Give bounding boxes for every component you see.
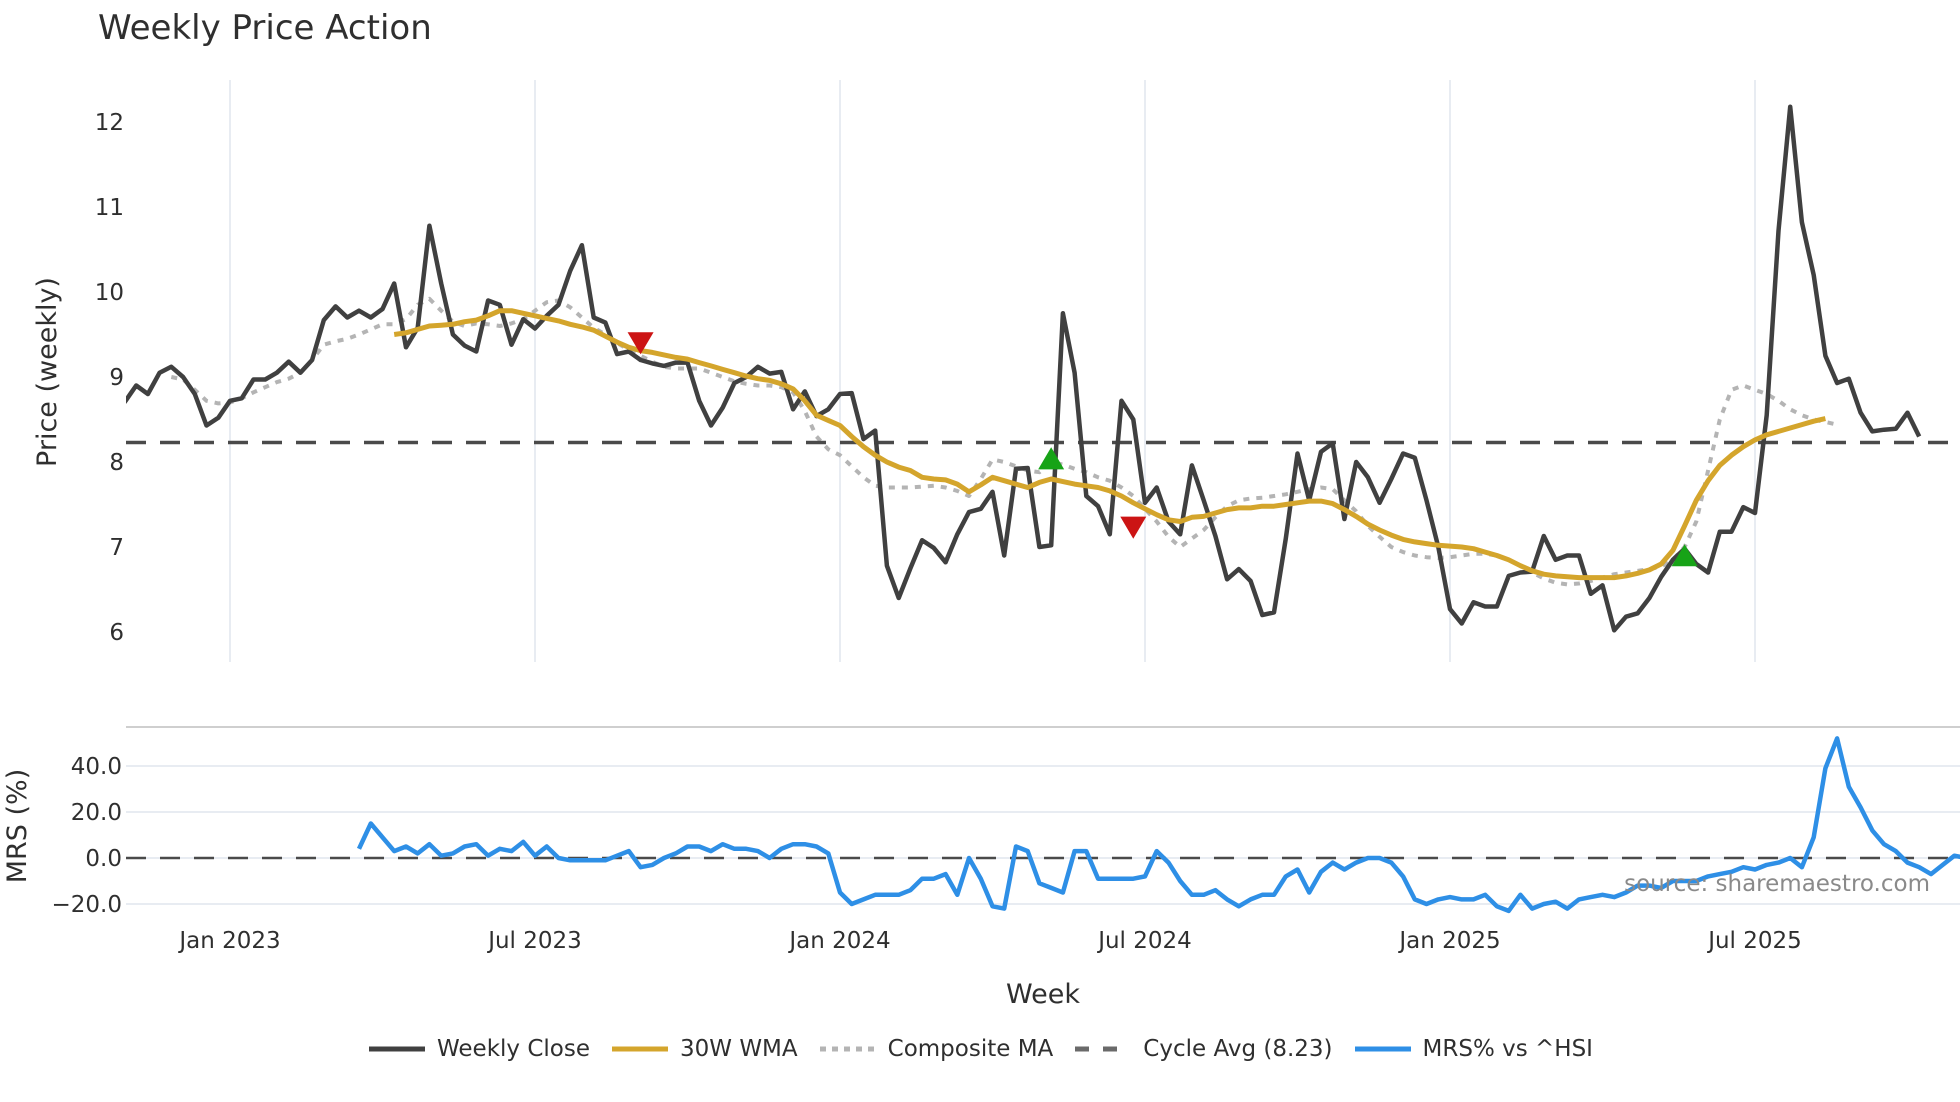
x-axis-ticks: Jan 2023 Jul 2023 Jan 2024 Jul 2024 Jan 2025… <box>177 928 1801 954</box>
cycle-avg-swatch-icon <box>1075 1046 1132 1052</box>
mrs-y-axis-ticks: −20.0 0.0 20.0 40.0 <box>52 754 122 918</box>
x-tick-label: Jan 2025 <box>1397 928 1500 954</box>
x-tick-label: Jan 2023 <box>177 928 280 954</box>
legend-item-cycle-avg[interactable]: Cycle Avg (8.23) <box>1073 1036 1333 1062</box>
composite-ma-swatch-icon <box>819 1046 876 1052</box>
mrs-y-tick-label: 0.0 <box>85 846 122 872</box>
x-tick-label: Jul 2025 <box>1706 928 1802 954</box>
price-y-tick-label: 6 <box>109 620 124 646</box>
weekly-close-line <box>126 104 1922 633</box>
price-y-tick-label: 10 <box>95 280 124 306</box>
buy-signal-triangle-up-icon <box>1038 447 1065 470</box>
wma-line <box>393 308 1826 581</box>
legend-label: 30W WMA <box>680 1036 798 1062</box>
mrs-y-tick-label: 40.0 <box>71 754 122 780</box>
mrs-gridlines <box>126 765 1960 905</box>
sell-signal-triangle-down-icon <box>1120 516 1147 539</box>
chart-canvas: 6 7 8 9 10 11 12 −20.0 0.0 20.0 40.0 Jan 2023 Jul … <box>2 80 1960 1010</box>
x-tick-label: Jan 2024 <box>787 928 890 954</box>
price-y-tick-label: 7 <box>109 535 124 561</box>
series-layer <box>126 104 1960 914</box>
wma-swatch-icon <box>612 1046 668 1052</box>
weekly-close-swatch-icon <box>369 1046 426 1052</box>
legend-item-composite-ma[interactable]: Composite MA <box>818 1036 1054 1062</box>
mrs-y-tick-label: −20.0 <box>52 892 122 918</box>
mrs-y-axis-title: MRS (%) <box>2 769 33 884</box>
price-y-tick-label: 11 <box>95 195 124 221</box>
price-y-tick-label: 9 <box>109 365 124 391</box>
legend-label: Weekly Close <box>437 1036 590 1062</box>
price-y-tick-label: 8 <box>109 450 124 476</box>
x-axis-title: Week <box>1006 979 1080 1010</box>
x-tick-label: Jul 2024 <box>1096 928 1192 954</box>
chart-title: Weekly Price Action <box>98 8 432 48</box>
legend-label: Cycle Avg (8.23) <box>1143 1036 1333 1062</box>
buy-signal-triangle-up-icon <box>1671 544 1698 567</box>
legend-item-mrs[interactable]: MRS% vs ^HSI <box>1353 1036 1593 1062</box>
legend-label: Composite MA <box>887 1036 1054 1062</box>
mrs-y-tick-label: 20.0 <box>71 800 122 826</box>
source-watermark: source: sharemaestro.com <box>1624 871 1930 897</box>
sell-signal-triangle-down-icon <box>627 332 654 355</box>
signal-markers <box>627 332 1698 567</box>
mrs-line <box>356 736 1960 914</box>
x-tick-label: Jul 2023 <box>486 928 582 954</box>
price-y-axis-ticks: 6 7 8 9 10 11 12 <box>95 110 124 646</box>
price-gridlines <box>229 80 1756 662</box>
legend: Weekly Close 30W WMA Composite MA Cycle Avg… <box>0 1036 1960 1062</box>
legend-item-wma[interactable]: 30W WMA <box>610 1036 798 1062</box>
legend-item-weekly-close[interactable]: Weekly Close <box>367 1036 590 1062</box>
price-y-axis-title: Price (weekly) <box>32 277 63 467</box>
legend-label: MRS% vs ^HSI <box>1422 1036 1593 1062</box>
price-y-tick-label: 12 <box>95 110 124 136</box>
mrs-swatch-icon <box>1354 1046 1411 1052</box>
